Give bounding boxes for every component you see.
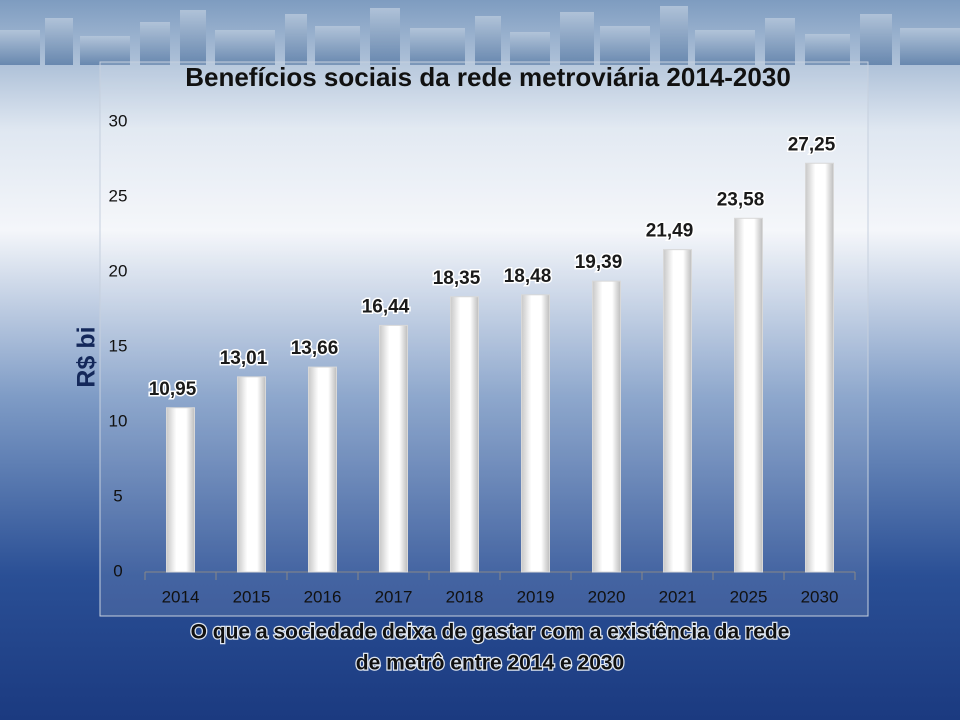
bar <box>592 280 621 573</box>
bar <box>734 217 763 573</box>
caption: de metrô entre 2014 e 2030 <box>356 652 625 675</box>
y-axis-label: R$ bi <box>73 326 101 387</box>
bar <box>308 366 337 573</box>
bar <box>166 407 195 573</box>
y-tick-label: 5 <box>113 486 122 505</box>
skyline <box>0 6 960 65</box>
value-label: 18,48 <box>504 266 552 287</box>
x-tick-label: 2021 <box>659 587 697 606</box>
x-tick-label: 2020 <box>588 587 626 606</box>
value-label: 13,66 <box>291 338 339 359</box>
bar <box>805 162 834 573</box>
bar <box>521 294 550 573</box>
value-label: 21,49 <box>646 221 694 242</box>
x-tick-label: 2014 <box>162 587 200 606</box>
value-label: 18,35 <box>433 268 481 289</box>
x-tick-label: 2015 <box>233 587 271 606</box>
y-tick-label: 10 <box>109 411 128 430</box>
x-tick-label: 2017 <box>375 587 413 606</box>
x-tick-label: 2025 <box>730 587 768 606</box>
value-label: 23,58 <box>717 189 765 210</box>
y-tick-label: 0 <box>113 561 122 580</box>
value-label: 16,44 <box>362 296 410 317</box>
value-label: 27,25 <box>788 134 836 155</box>
bar <box>379 324 408 573</box>
x-tick-label: 2030 <box>801 587 839 606</box>
x-tick-label: 2016 <box>304 587 342 606</box>
y-tick-label: 15 <box>109 336 128 355</box>
caption: O que a sociedade deixa de gastar com a … <box>191 621 790 644</box>
chart-title: Benefícios sociais da rede metroviária 2… <box>185 62 791 92</box>
value-label: 19,39 <box>575 252 623 273</box>
y-tick-label: 30 <box>109 111 128 130</box>
bar <box>237 376 266 573</box>
bar <box>663 249 692 573</box>
x-tick-label: 2018 <box>446 587 484 606</box>
x-tick-label: 2019 <box>517 587 555 606</box>
value-label: 10,95 <box>149 379 197 400</box>
y-tick-label: 20 <box>109 261 128 280</box>
y-tick-label: 25 <box>109 186 128 205</box>
value-label: 13,01 <box>220 348 268 369</box>
bar <box>450 296 479 573</box>
